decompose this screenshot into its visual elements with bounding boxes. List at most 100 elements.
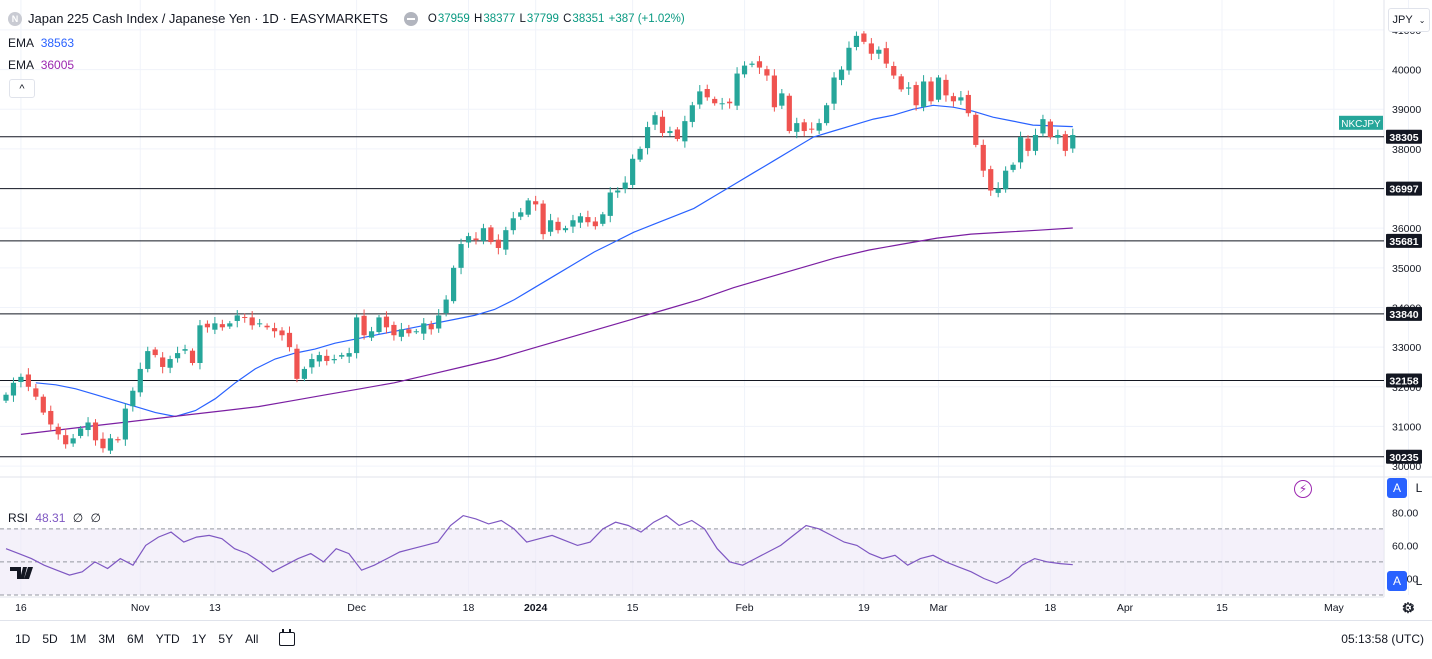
collapse-legend-button[interactable]: ^	[9, 79, 35, 98]
bottom-toolbar: 1D 5D 1M 3M 6M YTD 1Y 5Y All 05:13:58 (UTC)	[0, 625, 1432, 653]
time-label: 13	[209, 602, 221, 614]
candle-body	[838, 69, 845, 80]
candle-body	[876, 49, 882, 54]
candle-body	[197, 325, 203, 363]
ema-slow-legend[interactable]: EMA 36005	[8, 58, 74, 72]
candle-body	[615, 190, 621, 193]
settings-gear-icon[interactable]: ⚙	[1401, 600, 1415, 617]
candle-body	[697, 91, 703, 105]
candle-body	[18, 376, 24, 383]
candle-body	[204, 323, 211, 328]
candle-body	[980, 144, 986, 171]
high-label: H	[474, 12, 483, 25]
rsi-extra-1: ∅	[72, 511, 84, 525]
candle-body	[160, 357, 166, 367]
level-label: 35681	[1389, 236, 1418, 248]
candle-body	[78, 428, 84, 436]
candle-body	[182, 349, 188, 351]
candle-body	[630, 158, 636, 185]
candle-body	[167, 359, 173, 368]
candle-body	[868, 43, 874, 54]
candle-body	[301, 368, 307, 379]
ema-fast-legend[interactable]: EMA 38563	[8, 36, 74, 50]
ema-lines	[20, 104, 1073, 435]
low-label: L	[519, 12, 526, 25]
candle-body	[898, 76, 904, 90]
timeframe-button-3m[interactable]: 3M	[98, 632, 116, 646]
clock[interactable]: 05:13:58 (UTC)	[1341, 632, 1424, 646]
level-label: 32158	[1389, 376, 1418, 388]
rsi-auto-scale-button[interactable]: A	[1387, 571, 1407, 591]
candle-body	[988, 169, 994, 191]
timeframe-list: 1D 5D 1M 3M 6M YTD 1Y 5Y All	[6, 630, 261, 648]
candle-body	[174, 353, 181, 359]
level-label: 38305	[1389, 132, 1418, 144]
candle-body	[70, 438, 76, 444]
rsi-tick-label: 80.00	[1392, 507, 1418, 519]
tradingview-logo-icon[interactable]	[10, 565, 38, 586]
symbol-title[interactable]: Japan 225 Cash Index / Japanese Yen · 1D…	[28, 11, 388, 26]
candle-body	[749, 63, 755, 65]
candle-body	[734, 73, 740, 106]
candle-body	[853, 35, 860, 47]
flash-icon[interactable]: ⚡	[1294, 480, 1312, 498]
timeframe-button-1d[interactable]: 1D	[15, 632, 31, 646]
candle-body	[704, 89, 710, 98]
timeframe-button-ytd[interactable]: YTD	[155, 632, 180, 646]
candle-body	[10, 382, 17, 396]
candle-body	[376, 317, 382, 333]
candle-body	[652, 115, 658, 125]
candle-body	[950, 96, 957, 102]
candle-body	[577, 216, 584, 223]
price-tick-label: 31000	[1392, 421, 1421, 433]
timeframe-button-all[interactable]: All	[245, 632, 259, 646]
candle-body	[219, 324, 225, 328]
candle-body	[413, 331, 419, 333]
candle-body	[495, 239, 501, 249]
candle-body	[458, 244, 464, 268]
hide-icon[interactable]	[403, 11, 418, 26]
auto-scale-button[interactable]: A	[1387, 478, 1407, 498]
candle-body	[145, 351, 151, 369]
calendar-icon[interactable]	[279, 629, 296, 646]
timeframe-button-5y[interactable]: 5Y	[218, 632, 234, 646]
candle-body	[1055, 135, 1061, 138]
candle-body	[570, 220, 576, 227]
candle-body	[809, 128, 815, 130]
candle-body	[943, 79, 949, 96]
candle-body	[257, 323, 263, 325]
level-label-box	[1386, 449, 1422, 464]
candle-body	[600, 214, 606, 224]
timeframe-button-1m[interactable]: 1M	[69, 632, 87, 646]
timeframe-button-5d[interactable]: 5D	[42, 632, 58, 646]
rsi-line	[5, 514, 1073, 585]
symbol-tag-box	[1339, 115, 1383, 130]
candle-body	[279, 330, 285, 336]
rsi-legend[interactable]: RSI 48.31 ∅ ∅	[8, 511, 101, 525]
timeframe-button-1y[interactable]: 1Y	[191, 632, 207, 646]
candle-body	[346, 353, 352, 357]
price-tick-label: 33000	[1392, 342, 1421, 354]
time-axis: 16 Nov 13 Dec 18 2024 15 Feb 19 Mar 18 Apr 15 May 13	[15, 602, 1414, 614]
log-scale-button[interactable]: L	[1415, 481, 1423, 495]
candle-body	[674, 129, 680, 139]
currency-select[interactable]: JPY ⌄	[1388, 8, 1430, 32]
candle-body	[473, 238, 479, 241]
candle-body	[309, 359, 315, 368]
candle-body	[55, 426, 61, 435]
candle-body	[667, 131, 673, 134]
candle-body	[331, 359, 337, 361]
candle-body	[488, 227, 494, 243]
level-label-box	[1386, 233, 1422, 248]
candle-body	[383, 316, 390, 328]
timeframe-button-6m[interactable]: 6M	[127, 632, 144, 646]
candle-body	[555, 221, 561, 231]
price-tick-label: 30000	[1392, 461, 1421, 473]
candle-body	[294, 348, 300, 379]
rsi-log-scale-button[interactable]: L	[1415, 574, 1423, 588]
candle-body	[1062, 134, 1068, 151]
candle-body	[547, 220, 554, 232]
candle-body	[533, 201, 539, 205]
